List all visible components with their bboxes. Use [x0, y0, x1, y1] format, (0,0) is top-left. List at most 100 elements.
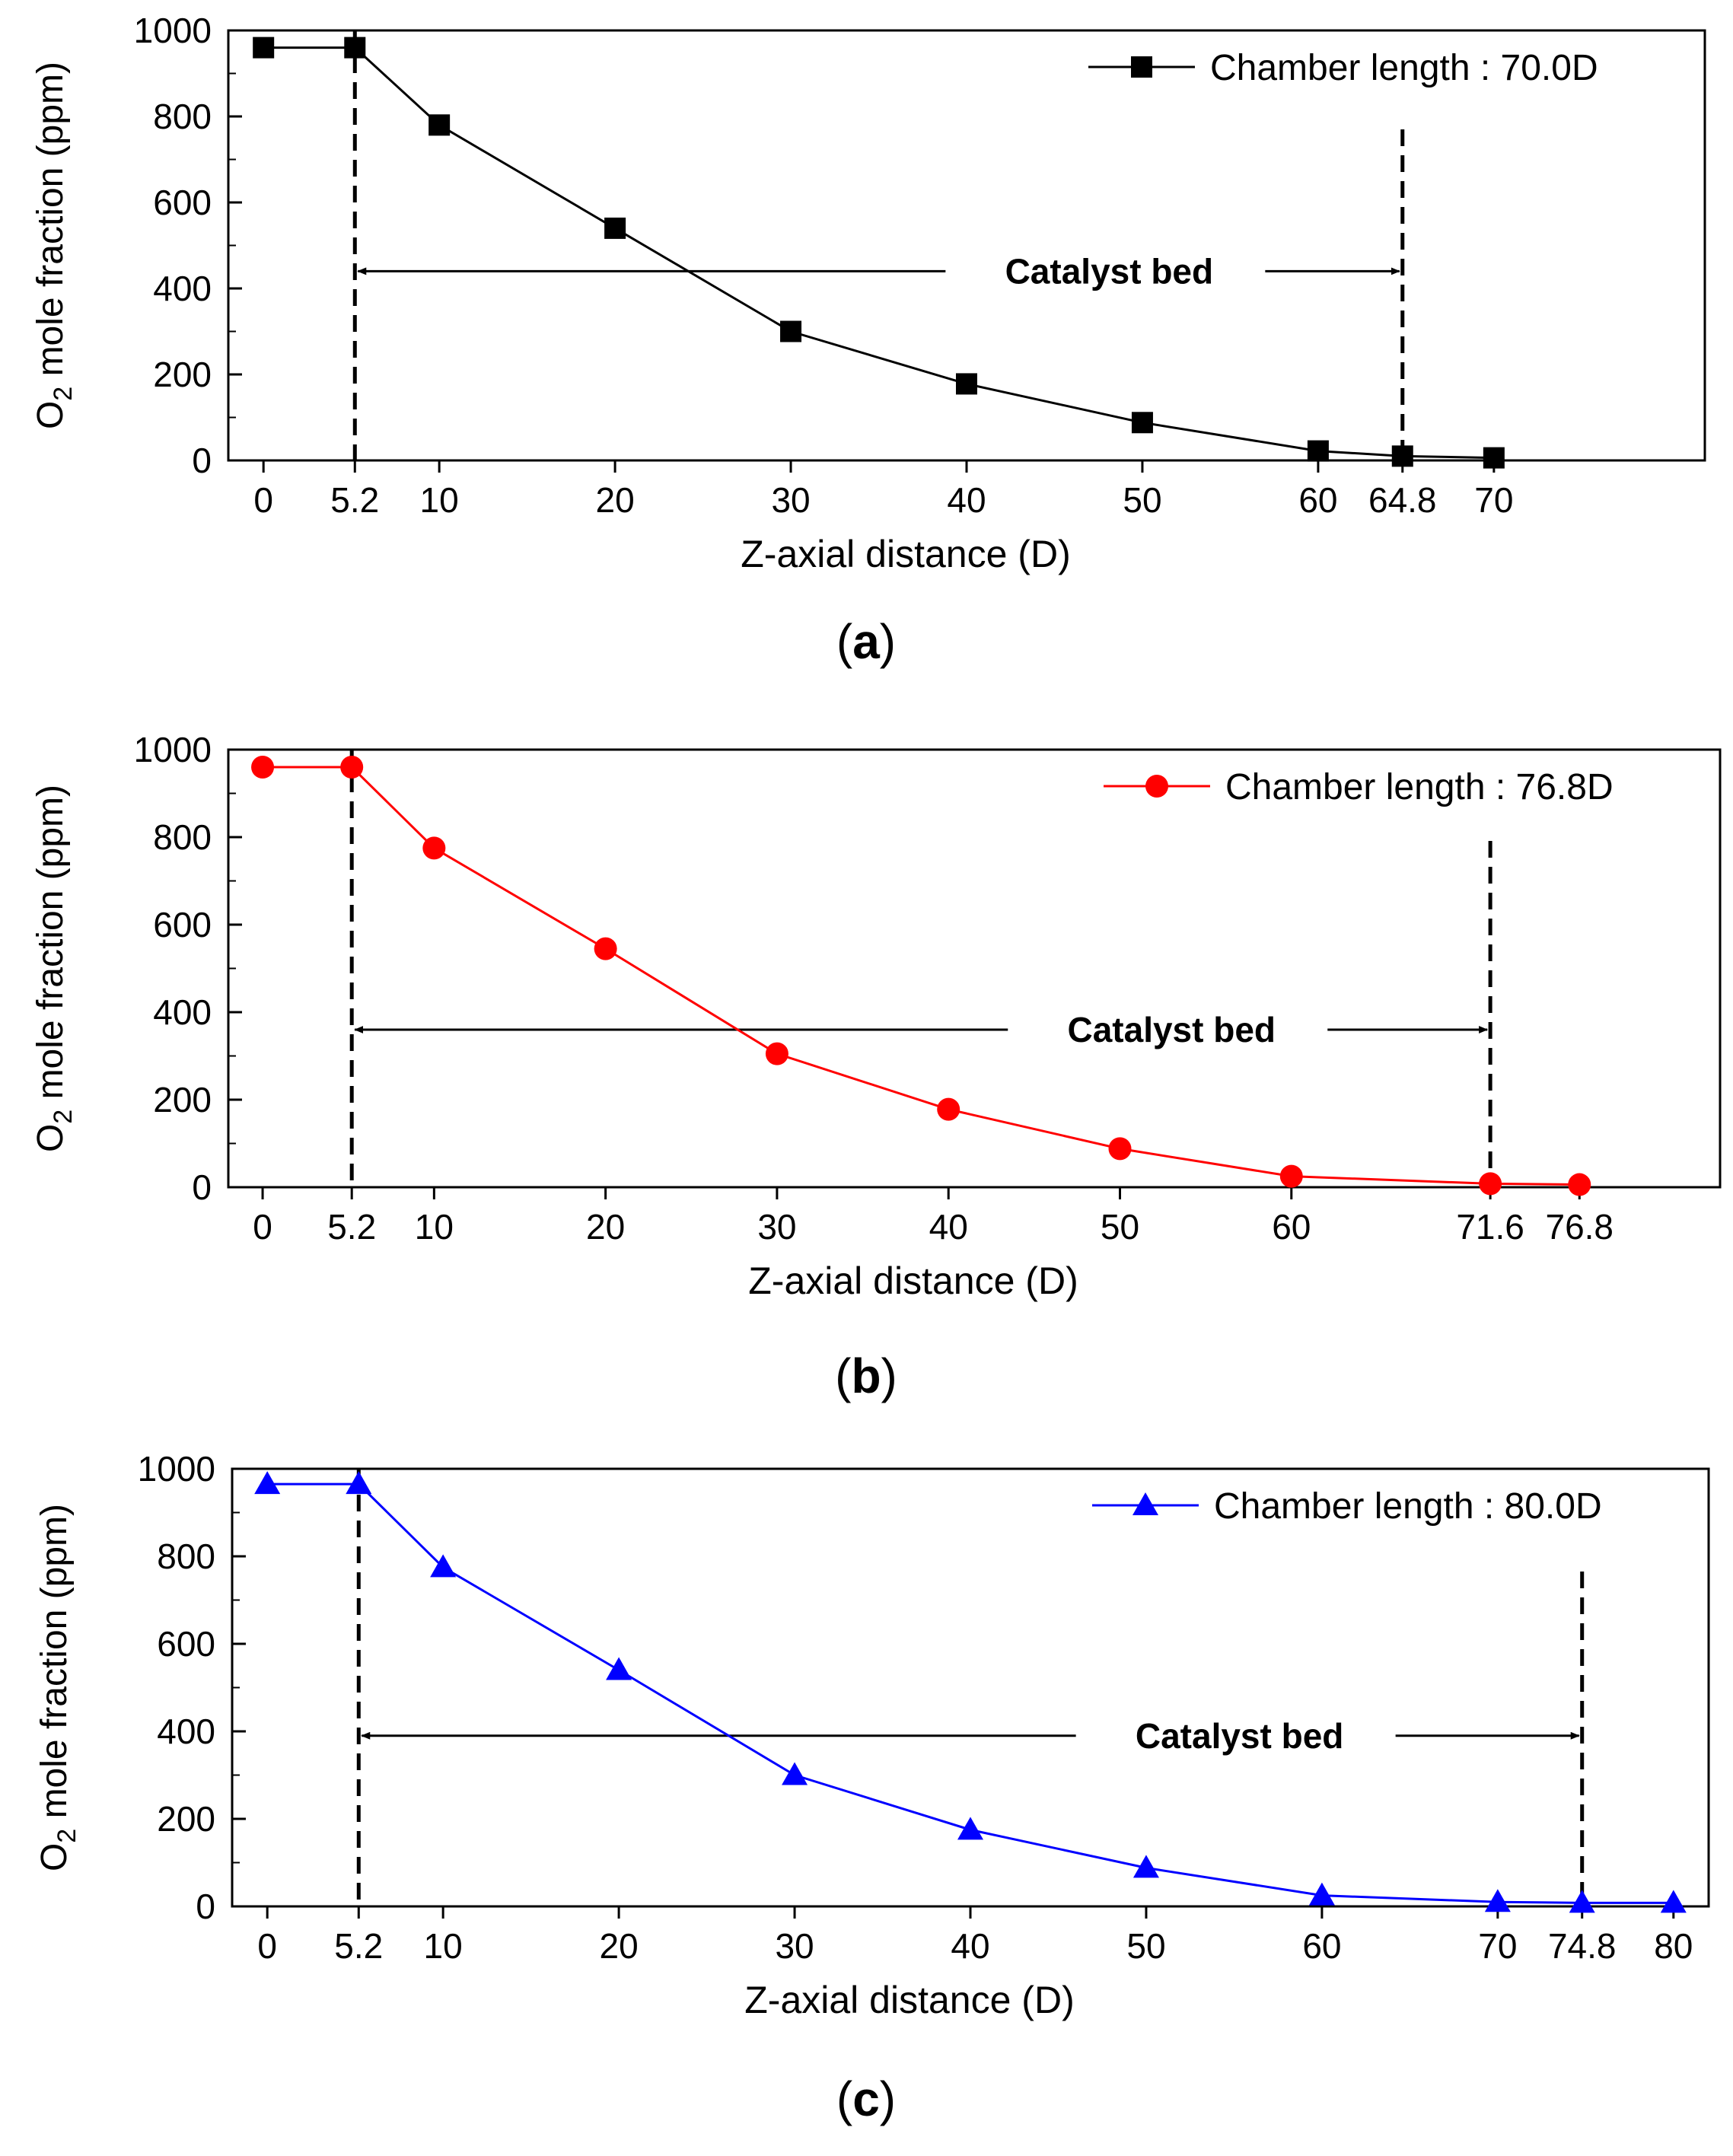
panel-label-paren-open: ( — [836, 2072, 852, 2126]
data-point — [428, 114, 451, 136]
data-point — [606, 1657, 632, 1680]
panel-label-letter: c — [852, 2072, 880, 2126]
y-tick-label: 800 — [157, 1537, 215, 1576]
catalyst-bed-label: Catalyst bed — [1067, 1010, 1276, 1049]
panel-label-letter: b — [851, 1349, 881, 1403]
data-point — [1479, 1172, 1502, 1196]
x-tick-label: 50 — [1101, 1207, 1139, 1247]
y-tick-label: 1000 — [138, 1449, 215, 1489]
y-tick-label: 0 — [192, 1167, 212, 1207]
x-tick-label: 10 — [415, 1207, 454, 1247]
x-tick-label: 80 — [1654, 1926, 1693, 1966]
y-axis-label: O2 mole fraction (ppm) — [30, 62, 78, 429]
legend-label: Chamber length : 80.0D — [1214, 1486, 1602, 1527]
x-tick-label: 10 — [424, 1926, 463, 1966]
y-tick-label: 200 — [153, 1080, 212, 1119]
x-tick-label: 40 — [929, 1207, 968, 1247]
chart-panel-b: 0 200 400 600 800 1000 0 5.2 10 20 30 40 50 60 71.6 76.… — [30, 730, 1722, 1403]
legend-marker — [1133, 1492, 1158, 1515]
data-point — [1133, 1855, 1159, 1878]
legend-marker — [1131, 56, 1152, 78]
legend-marker — [1145, 775, 1168, 798]
y-tick-label: 1000 — [134, 11, 212, 50]
y-tick-label: 600 — [157, 1624, 215, 1664]
x-tick-label: 0 — [253, 1207, 272, 1247]
x-tick-label: 71.6 — [1456, 1207, 1524, 1247]
x-tick-label: 30 — [775, 1926, 814, 1966]
data-point — [1568, 1173, 1591, 1196]
x-axis-label: Z-axial distance (D) — [748, 1260, 1078, 1302]
x-tick-label: 70 — [1478, 1926, 1517, 1966]
y-tick-label: 0 — [192, 441, 212, 480]
data-point — [344, 37, 366, 59]
chart-panel-c: 0 200 400 600 800 1000 0 5.2 10 20 30 40 50 60 70 74.8 8… — [34, 1449, 1710, 2126]
y-tick-label: 1000 — [134, 730, 212, 769]
x-tick-label: 50 — [1123, 480, 1161, 520]
data-point — [430, 1554, 457, 1578]
data-point — [782, 1762, 808, 1785]
catalyst-bed-label: Catalyst bed — [1005, 251, 1214, 291]
y-axis-label: O2 mole fraction (ppm) — [34, 1504, 81, 1871]
x-tick-label: 50 — [1126, 1926, 1165, 1966]
data-point — [1108, 1137, 1132, 1161]
data-point — [253, 37, 275, 59]
x-tick-label: 0 — [257, 1926, 277, 1966]
y-axis-label-subscript: 2 — [49, 1110, 78, 1124]
y-tick-label: 400 — [153, 269, 212, 308]
data-point — [780, 320, 802, 342]
panel-label: (a) — [836, 614, 896, 669]
chart-panel-a: 0 200 400 600 800 1000 0 5.2 10 20 30 40 50 60 64.8 70 Z… — [30, 11, 1706, 669]
x-tick-label: 0 — [253, 480, 273, 520]
panel-label: (c) — [836, 2072, 896, 2126]
series-line — [263, 46, 1494, 460]
y-tick-label: 400 — [153, 992, 212, 1032]
legend-label: Chamber length : 70.0D — [1210, 48, 1598, 88]
y-tick-label: 200 — [153, 355, 212, 394]
data-point — [1279, 1164, 1303, 1188]
panel-label-paren-close: ) — [880, 614, 896, 669]
data-point — [1660, 1890, 1687, 1913]
x-axis-label: Z-axial distance (D) — [741, 533, 1070, 575]
x-tick-label: 40 — [951, 1926, 989, 1966]
x-tick-label: 64.8 — [1368, 480, 1437, 520]
data-point — [340, 756, 364, 779]
y-tick-label: 800 — [153, 97, 212, 136]
y-tick-label: 800 — [153, 817, 212, 857]
y-tick-label: 400 — [157, 1712, 215, 1751]
x-tick-label: 74.8 — [1548, 1926, 1617, 1966]
panel-label-paren-open: ( — [835, 1349, 851, 1403]
data-point — [956, 373, 977, 395]
y-tick-label: 0 — [196, 1887, 215, 1926]
x-tick-label: 76.8 — [1545, 1207, 1614, 1247]
x-tick-label: 5.2 — [334, 1926, 383, 1966]
x-tick-label: 60 — [1302, 1926, 1341, 1966]
y-tick-label: 600 — [153, 905, 212, 944]
panel-label-letter: a — [852, 614, 880, 669]
data-point — [251, 756, 275, 779]
y-axis-label-suffix: mole fraction (ppm) — [34, 1504, 75, 1829]
panel-label-paren-open: ( — [836, 614, 852, 669]
x-tick-label: 70 — [1474, 480, 1513, 520]
data-point — [422, 836, 446, 860]
y-axis-label-prefix: O — [30, 401, 71, 429]
x-tick-label: 30 — [771, 480, 810, 520]
x-axis-label: Z-axial distance (D) — [744, 1979, 1074, 2021]
y-axis-label-subscript: 2 — [53, 1829, 81, 1843]
x-tick-label: 5.2 — [327, 1207, 376, 1247]
plot-frame — [227, 748, 1722, 1189]
data-point — [957, 1817, 983, 1840]
x-tick-label: 5.2 — [330, 480, 379, 520]
data-point — [1391, 445, 1413, 467]
data-point — [937, 1097, 960, 1121]
data-point — [765, 1042, 788, 1065]
y-axis-label: O2 mole fraction (ppm) — [30, 785, 78, 1152]
x-tick-label: 20 — [586, 1207, 625, 1247]
data-point — [254, 1471, 281, 1495]
y-tick-label: 200 — [157, 1799, 215, 1839]
y-axis-label-subscript: 2 — [49, 387, 78, 401]
data-point — [594, 937, 617, 960]
y-axis-label-prefix: O — [34, 1843, 75, 1871]
plot-frame — [227, 29, 1706, 462]
data-point — [346, 1471, 372, 1495]
